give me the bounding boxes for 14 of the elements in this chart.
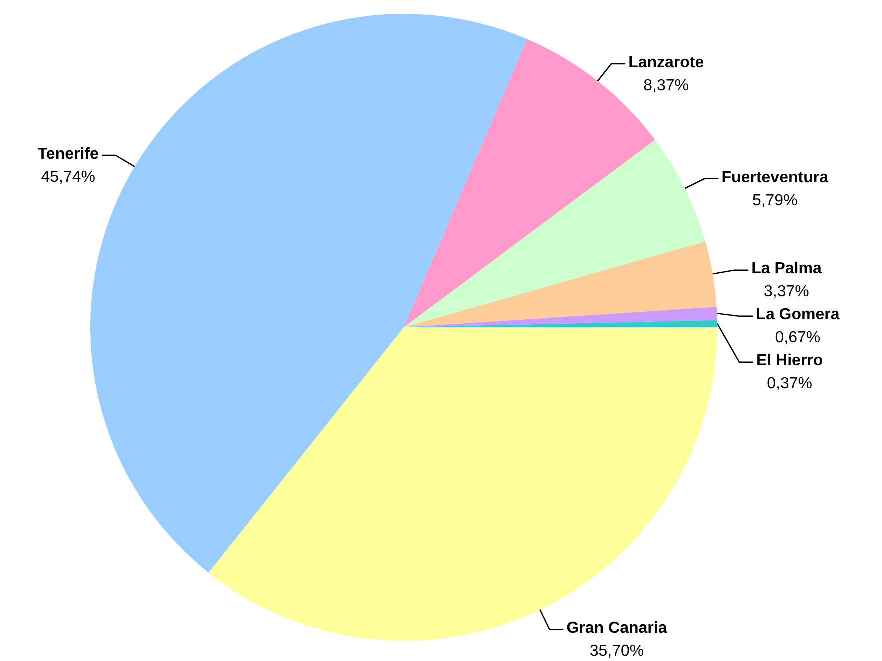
slice-label: El Hierro (756, 352, 824, 370)
slice-label: Fuerteventura (722, 169, 829, 186)
data-label: 45,74% (41, 168, 96, 186)
slice-label: La Gomera (756, 306, 840, 324)
slice-label: Lanzarote (628, 54, 704, 72)
data-label: 8,37% (644, 77, 690, 94)
data-label: 35,70% (590, 643, 644, 660)
slice-label: Gran Canaria (566, 620, 668, 638)
data-label: 5,79% (752, 192, 798, 210)
slice-label: La Palma (752, 260, 822, 278)
data-label: 0,37% (767, 376, 813, 393)
data-label: 3,37% (764, 284, 810, 301)
data-label: 0,67% (775, 330, 821, 347)
slice-label: Tenerife (38, 146, 100, 163)
